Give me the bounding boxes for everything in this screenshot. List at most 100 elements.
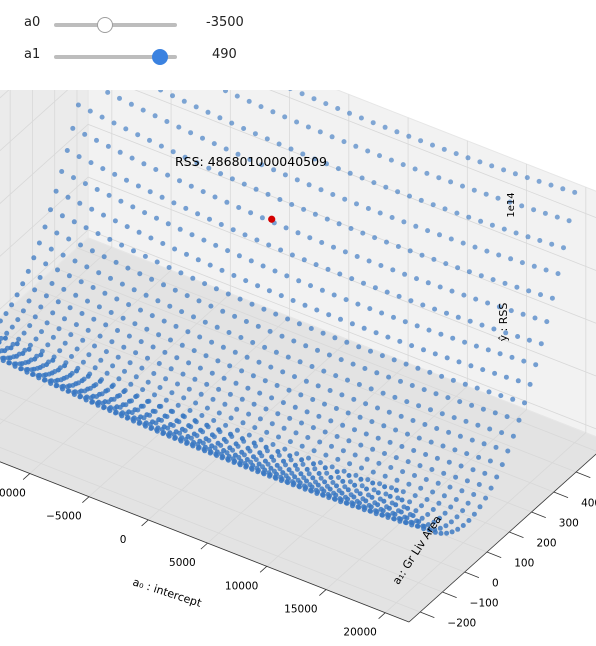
surface-point xyxy=(494,474,500,480)
surface-point xyxy=(441,146,447,152)
surface-point xyxy=(363,401,369,407)
surface-point xyxy=(338,316,343,322)
surface-point xyxy=(460,183,465,189)
surface-point xyxy=(394,477,400,483)
surface-point xyxy=(391,314,396,320)
surface-point xyxy=(306,455,311,461)
surface-point xyxy=(20,351,26,356)
surface-point xyxy=(203,353,209,359)
surface-point xyxy=(448,504,454,510)
surface-point xyxy=(245,445,251,451)
slider-a0[interactable]: a0 -3500 xyxy=(0,11,300,37)
surface-point xyxy=(186,360,192,366)
surface-point xyxy=(471,511,477,517)
surface-point xyxy=(335,456,341,462)
surface-point xyxy=(281,425,287,431)
surface-point xyxy=(67,383,72,389)
surface-point xyxy=(329,443,334,449)
surface-point xyxy=(73,381,79,387)
surface-point xyxy=(191,348,197,354)
surface-point xyxy=(219,267,225,273)
y-tick-label: 100 xyxy=(514,558,534,570)
surface-point xyxy=(216,427,222,433)
surface-point xyxy=(238,335,244,340)
surface-point xyxy=(133,374,139,380)
z-gridline xyxy=(0,176,596,377)
surface-point xyxy=(453,497,459,502)
surface-point xyxy=(262,467,268,473)
surface-point xyxy=(149,313,155,319)
surface-point xyxy=(465,155,471,161)
surface-point xyxy=(109,384,115,389)
surface-point xyxy=(476,454,482,460)
surface-point xyxy=(421,347,426,353)
surface-point xyxy=(138,307,143,313)
surface-point xyxy=(228,415,234,421)
surface-point xyxy=(257,416,263,422)
surface-point xyxy=(375,435,381,441)
surface-point xyxy=(247,157,253,162)
surface-point xyxy=(310,475,316,481)
surface-point xyxy=(439,373,445,379)
surface-point xyxy=(49,370,55,376)
surface-point xyxy=(538,292,543,298)
surface-point xyxy=(465,500,471,506)
surface-point xyxy=(60,252,66,258)
slider-a1-track[interactable] xyxy=(54,49,177,65)
surface-point xyxy=(473,296,479,302)
surface-point xyxy=(324,216,330,222)
surface-point xyxy=(372,285,378,291)
surface-point xyxy=(390,267,396,273)
surface-point xyxy=(348,226,354,231)
surface-point xyxy=(311,96,317,102)
surface-point xyxy=(309,484,315,490)
surface-point xyxy=(292,474,298,480)
surface-point xyxy=(76,154,82,160)
surface-point xyxy=(386,409,392,415)
surface-point xyxy=(560,186,566,192)
surface-point xyxy=(304,466,310,472)
surface-point xyxy=(336,475,341,480)
surface-point xyxy=(391,516,397,522)
y-tick-label: 200 xyxy=(537,538,557,550)
surface-point xyxy=(289,252,295,258)
surface-point xyxy=(55,267,60,273)
surface-point xyxy=(501,226,507,232)
slider-a0-track[interactable] xyxy=(54,17,177,33)
surface-point xyxy=(404,515,410,521)
surface-point xyxy=(399,497,405,503)
surface-point xyxy=(496,252,502,258)
surface-point xyxy=(409,343,415,349)
surface-point xyxy=(508,308,514,314)
surface-point xyxy=(124,177,129,183)
surface-point xyxy=(375,405,380,411)
surface-point xyxy=(232,452,238,458)
slider-a0-handle[interactable] xyxy=(96,17,113,33)
surface-point xyxy=(464,451,470,457)
surface-point xyxy=(119,281,125,287)
y-gridline xyxy=(54,90,577,473)
surface-point xyxy=(54,230,60,236)
rss-3d-scatter-plot: −20000−15000−10000−500005000100001500020… xyxy=(0,90,596,639)
surface-point xyxy=(144,326,150,332)
surface-point xyxy=(137,420,143,426)
surface-point xyxy=(74,346,80,352)
surface-point xyxy=(15,317,21,323)
surface-point xyxy=(26,346,32,352)
surface-point xyxy=(179,309,185,315)
surface-point xyxy=(249,301,255,307)
surface-point xyxy=(126,409,132,415)
surface-point xyxy=(492,370,498,376)
surface-point xyxy=(379,310,385,316)
surface-point xyxy=(55,367,61,373)
surface-point xyxy=(115,393,121,399)
surface-point xyxy=(150,419,155,425)
surface-point xyxy=(480,367,486,373)
x-gridline xyxy=(0,90,172,425)
surface-point xyxy=(129,155,135,161)
surface-point xyxy=(102,290,108,296)
slider-a1[interactable]: a1 490 xyxy=(0,43,300,69)
surface-point xyxy=(479,322,485,328)
surface-point xyxy=(150,344,156,350)
slider-a1-handle[interactable] xyxy=(152,49,169,65)
